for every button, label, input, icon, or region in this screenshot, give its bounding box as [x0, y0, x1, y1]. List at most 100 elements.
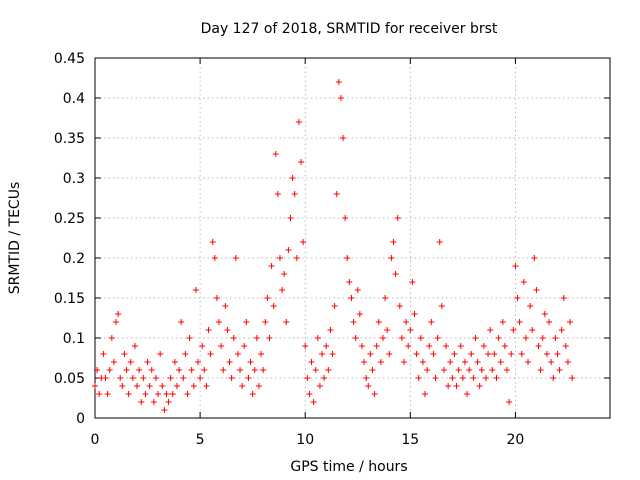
x-tick-label: 0: [91, 432, 100, 448]
data-point: [440, 367, 447, 373]
data-point: [407, 327, 414, 333]
data-point: [527, 303, 534, 309]
data-point: [333, 191, 340, 197]
data-point: [447, 359, 454, 365]
data-point: [264, 295, 271, 301]
data-point: [306, 391, 313, 397]
data-point: [428, 319, 435, 325]
data-point: [323, 343, 330, 349]
data-point: [298, 159, 304, 165]
data-point: [190, 383, 197, 389]
data-point: [432, 375, 439, 381]
data-point: [554, 351, 561, 357]
y-tick-label: 0.35: [54, 131, 85, 147]
data-point: [121, 351, 128, 357]
data-point: [281, 271, 288, 277]
data-point: [468, 351, 475, 357]
data-point: [539, 335, 546, 341]
data-point: [207, 351, 214, 357]
data-point: [415, 375, 422, 381]
data-point: [520, 279, 527, 285]
data-point: [239, 383, 246, 389]
data-point: [495, 335, 502, 341]
data-point: [123, 367, 130, 373]
data-point: [560, 295, 567, 301]
data-point: [438, 303, 445, 309]
data-point: [567, 319, 574, 325]
data-point: [314, 335, 321, 341]
data-point: [251, 367, 258, 373]
data-point: [451, 351, 458, 357]
data-point: [522, 335, 529, 341]
data-point: [356, 311, 363, 317]
data-point: [375, 319, 382, 325]
data-point: [253, 335, 260, 341]
data-point: [94, 367, 101, 373]
data-point: [220, 367, 227, 373]
data-point: [388, 255, 395, 261]
data-point: [127, 359, 134, 365]
data-point: [119, 383, 126, 389]
x-axis-label: GPS time / hours: [290, 459, 407, 475]
data-point: [260, 367, 267, 373]
data-point: [390, 239, 397, 245]
data-point: [222, 303, 229, 309]
data-point: [499, 319, 506, 325]
data-point: [472, 335, 479, 341]
data-point: [310, 399, 317, 405]
data-point: [382, 295, 389, 301]
data-point: [350, 319, 357, 325]
data-point: [228, 375, 235, 381]
data-point: [487, 327, 494, 333]
data-point: [424, 367, 431, 373]
data-point: [403, 319, 410, 325]
data-point: [543, 351, 550, 357]
data-point: [541, 311, 548, 317]
data-point: [394, 215, 401, 221]
data-point: [459, 375, 466, 381]
data-point: [449, 375, 456, 381]
data-point: [199, 343, 206, 349]
data-point: [445, 383, 452, 389]
data-point: [562, 343, 569, 349]
data-point: [295, 119, 302, 125]
data-point: [201, 367, 208, 373]
data-point: [152, 375, 159, 381]
y-tick-label: 0.25: [54, 211, 85, 227]
data-point: [165, 399, 172, 405]
data-point: [365, 383, 372, 389]
data-point: [371, 391, 378, 397]
data-point: [167, 375, 174, 381]
data-point: [476, 383, 483, 389]
data-point: [241, 343, 248, 349]
data-point: [258, 351, 265, 357]
data-point: [171, 359, 178, 365]
data-point: [218, 343, 225, 349]
data-point: [426, 343, 433, 349]
data-point: [173, 383, 180, 389]
data-point: [146, 383, 153, 389]
data-point: [411, 311, 418, 317]
data-point: [279, 287, 286, 293]
data-point: [205, 327, 212, 333]
data-point: [134, 383, 141, 389]
data-point: [436, 239, 443, 245]
data-point: [489, 367, 496, 373]
data-point: [430, 351, 437, 357]
data-point: [96, 391, 103, 397]
data-points: [92, 79, 576, 413]
data-point: [211, 255, 218, 261]
data-point: [537, 367, 544, 373]
data-point: [361, 359, 368, 365]
x-tick-label: 20: [506, 432, 524, 448]
data-point: [230, 335, 237, 341]
data-point: [413, 351, 420, 357]
data-point: [104, 391, 111, 397]
x-tick-label: 15: [401, 432, 419, 448]
data-point: [129, 375, 136, 381]
data-point: [100, 351, 107, 357]
data-point: [270, 303, 277, 309]
data-point: [272, 151, 279, 157]
data-point: [340, 135, 347, 141]
data-point: [117, 375, 124, 381]
